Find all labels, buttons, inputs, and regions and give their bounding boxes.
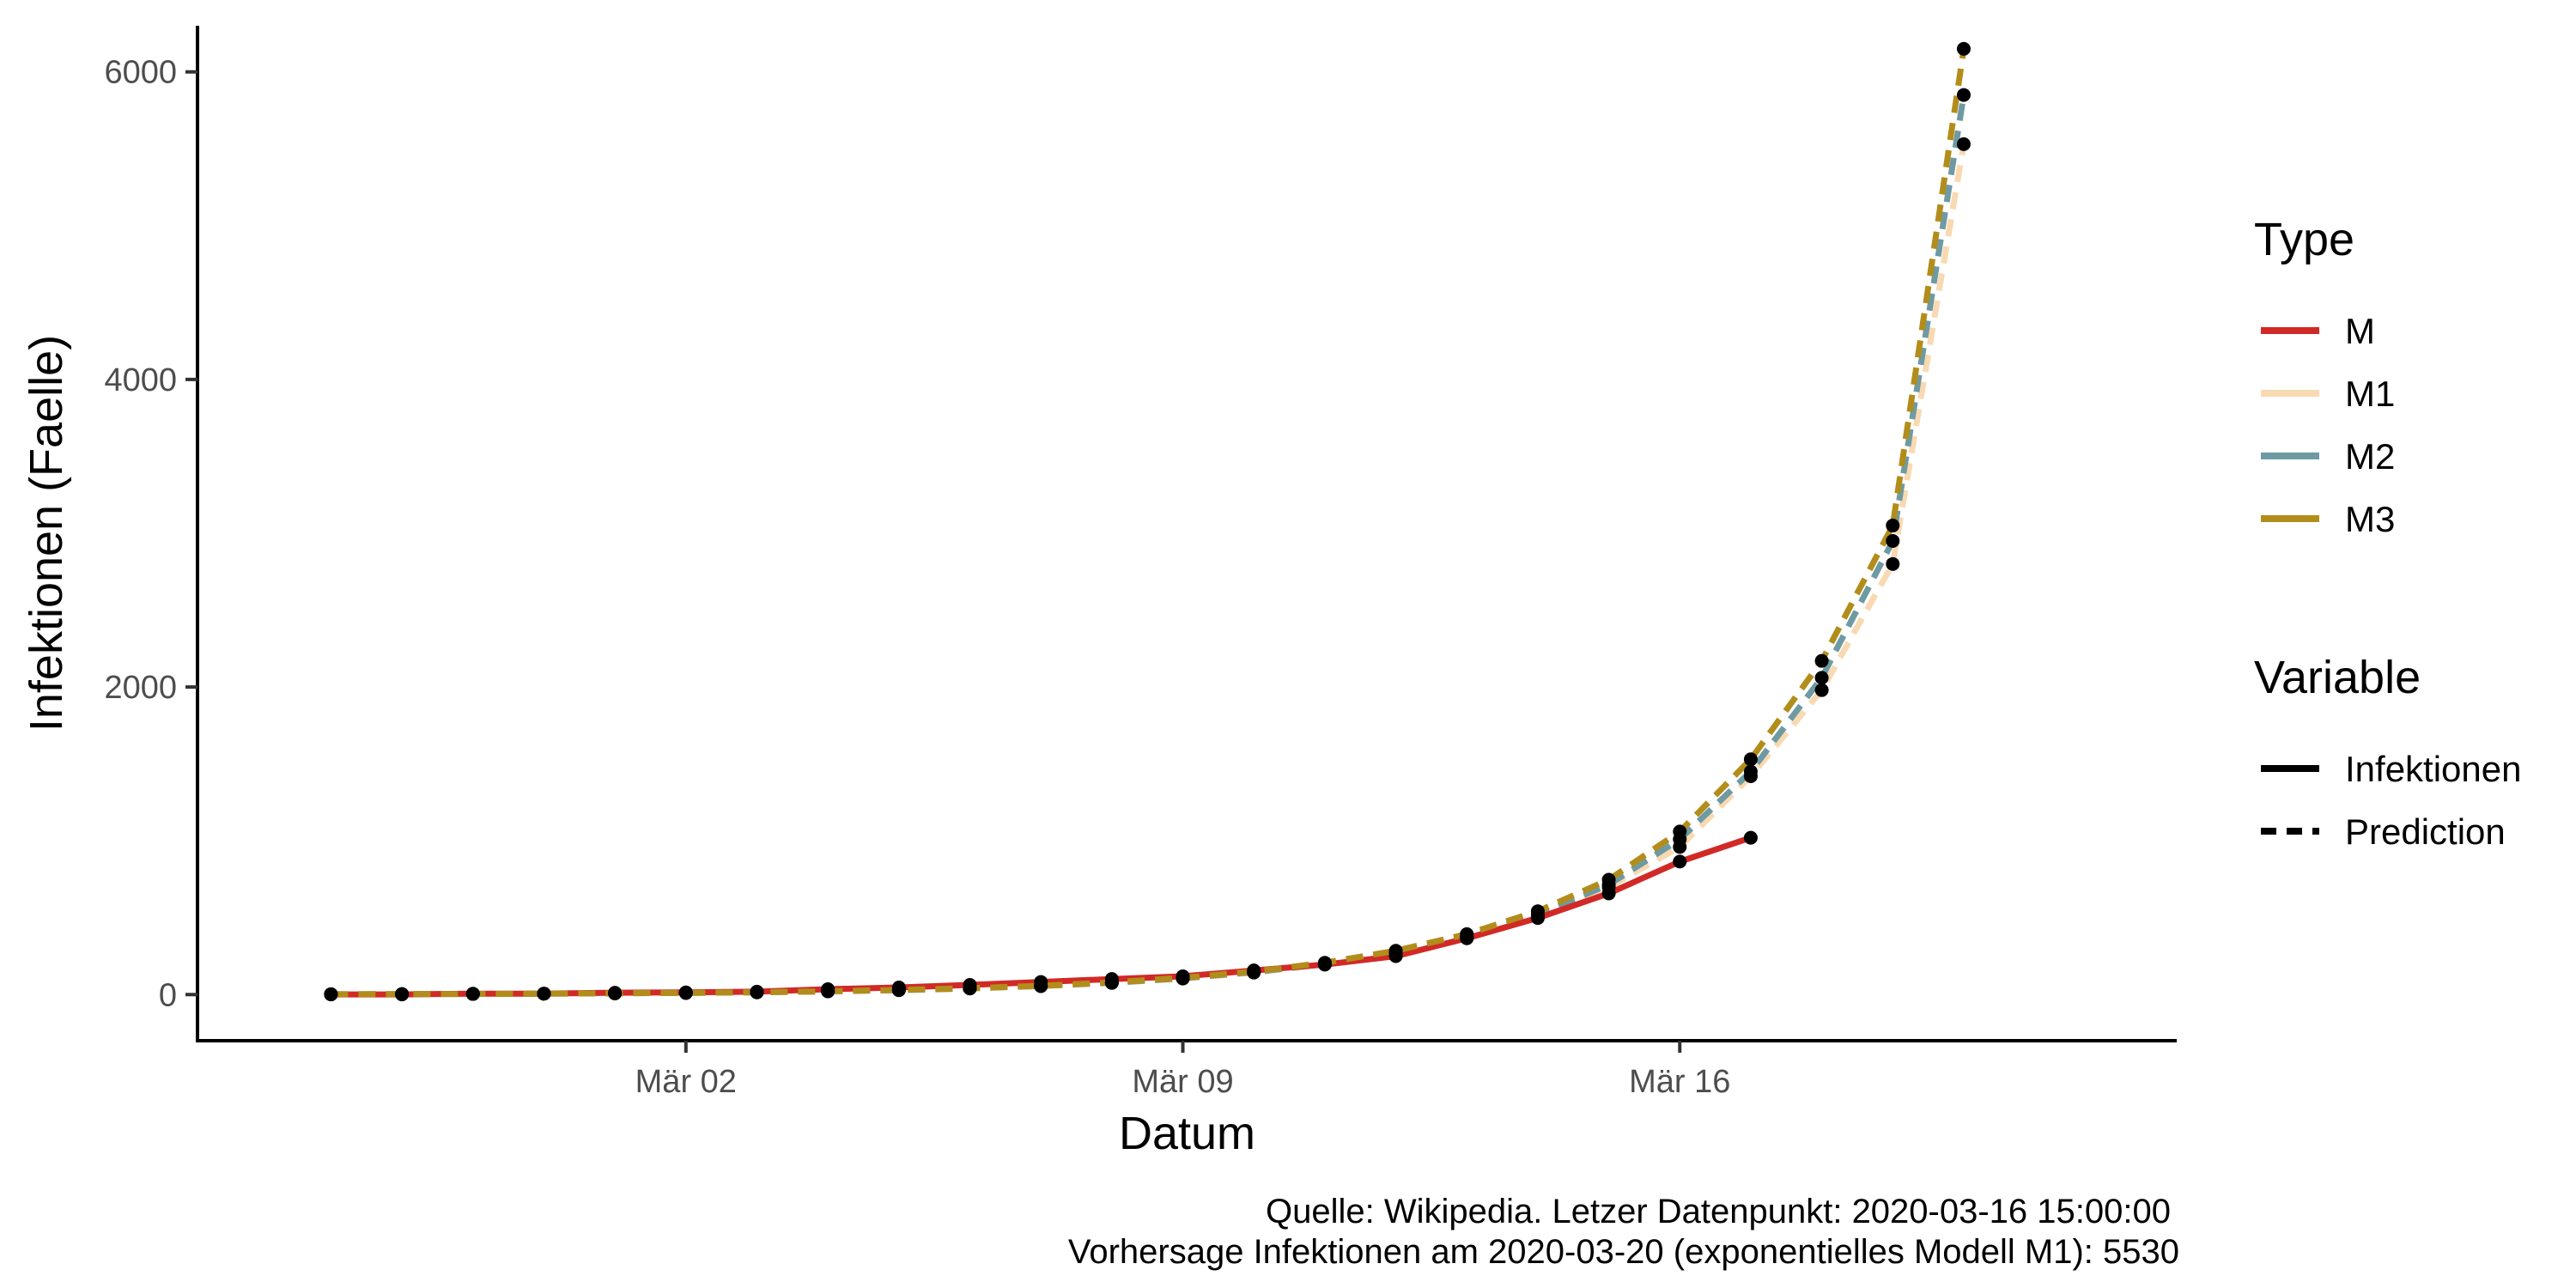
data-point-m1 [1814,683,1829,697]
data-point-m3 [1317,956,1332,970]
legend-label: M [2345,311,2375,351]
data-point-m1 [1886,556,1900,571]
caption-prediction: Vorhersage Infektionen am 2020-03-20 (ex… [1068,1233,2179,1271]
legend-label: Prediction [2345,811,2506,852]
data-point-m3 [1104,975,1119,990]
data-point-m3 [608,986,623,1000]
data-point-m3 [891,982,906,997]
data-point-m2 [1743,764,1758,779]
data-point-m3 [1886,519,1900,533]
data-point-m3 [1956,41,1971,56]
data-point-m3 [465,987,480,1001]
series-lines [331,48,1967,998]
caption-source: Quelle: Wikipedia. Letzer Datenpunkt: 20… [1266,1193,2171,1230]
legend-label: M2 [2345,436,2395,477]
x-axis-title: Datum [1119,1108,1255,1159]
data-point-m3 [1601,872,1616,887]
y-tick-label: 0 [159,977,177,1013]
y-axis-title: Infektionen (Faelle) [21,335,72,732]
data-point-m3 [395,987,410,1001]
data-point-m3 [1034,979,1048,993]
data-point-m3 [537,987,551,1001]
x-tick-label: Mär 09 [1132,1064,1233,1100]
x-tick-label: Mär 02 [635,1064,737,1100]
legend-title: Variable [2254,652,2421,703]
data-point-m3 [1460,927,1474,941]
series-line-m1 [331,143,1967,998]
data-point-m3 [324,987,338,1001]
series-points [324,41,1971,1002]
x-tick-label: Mär 16 [1629,1064,1730,1100]
data-point-m3 [750,985,764,999]
x-axis-ticks: Mär 02 Mär 09 Mär 16 [635,1041,1730,1100]
legend-label: M3 [2345,499,2395,539]
data-point-m2 [1814,671,1829,685]
data-point-m2 [1956,88,1971,102]
y-tick-label: 6000 [104,55,177,91]
data-point-m3 [1530,904,1545,919]
data-point-m3 [821,984,835,999]
legend-label: M1 [2345,374,2395,414]
y-tick-label: 4000 [104,362,177,398]
legend-label: Infektionen [2345,749,2522,789]
y-axis-ticks: 0 2000 4000 6000 [104,55,197,1013]
data-point-m3 [1673,824,1687,839]
series-line-m3 [331,48,1967,998]
data-point-m3 [678,986,693,1000]
data-point-m [1673,854,1687,869]
data-point-m3 [1388,944,1403,958]
data-point-m1 [1956,137,1971,151]
data-point-m3 [963,981,977,995]
data-point-m3 [1743,752,1758,767]
legend-title: Type [2254,214,2354,265]
data-point-m [1743,830,1758,845]
data-point-m3 [1814,653,1829,668]
data-point-m3 [1176,970,1190,985]
data-point-m2 [1886,533,1900,548]
data-point-m3 [1247,964,1261,979]
y-tick-label: 2000 [104,670,177,706]
legend: Type M M1 M2 M3 Variable Infektionen Prediction [2254,214,2522,852]
series-line-m2 [331,94,1967,998]
